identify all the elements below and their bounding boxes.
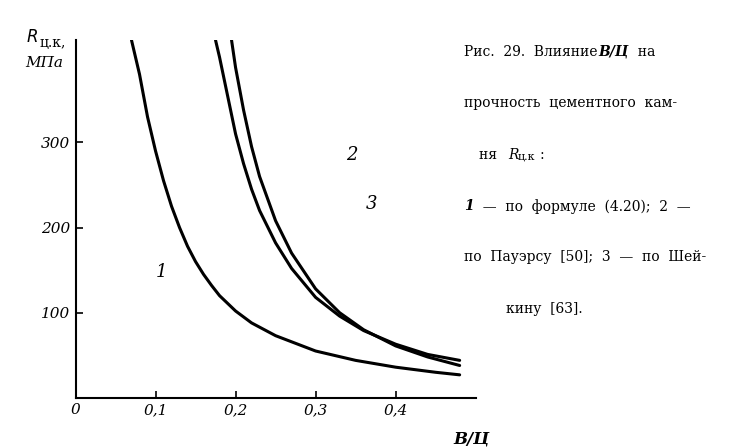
Text: Рис.  29.  Влияние: Рис. 29. Влияние: [464, 45, 606, 59]
Text: R: R: [508, 148, 519, 161]
Text: кину  [63].: кину [63].: [506, 302, 582, 316]
Text: ц.к,: ц.к,: [39, 36, 66, 50]
Text: —  по  формуле  (4.20);  2  —: — по формуле (4.20); 2 —: [474, 199, 691, 214]
Text: по  Пауэрсу  [50];  3  —  по  Шей-: по Пауэрсу [50]; 3 — по Шей-: [464, 250, 707, 264]
Text: на: на: [629, 45, 655, 59]
Text: 3: 3: [366, 195, 378, 213]
Text: прочность  цементного  кам-: прочность цементного кам-: [464, 96, 677, 110]
Text: 1: 1: [464, 199, 474, 213]
Text: $R$: $R$: [26, 29, 39, 46]
Text: 1: 1: [156, 263, 168, 281]
Text: В/Ц: В/Ц: [453, 430, 489, 447]
Text: МПа: МПа: [25, 56, 63, 70]
Text: ц.к: ц.к: [517, 152, 535, 162]
Text: ня: ня: [479, 148, 506, 161]
Text: :: :: [540, 148, 544, 161]
Text: В/Ц: В/Ц: [599, 45, 629, 59]
Text: 2: 2: [346, 146, 357, 164]
